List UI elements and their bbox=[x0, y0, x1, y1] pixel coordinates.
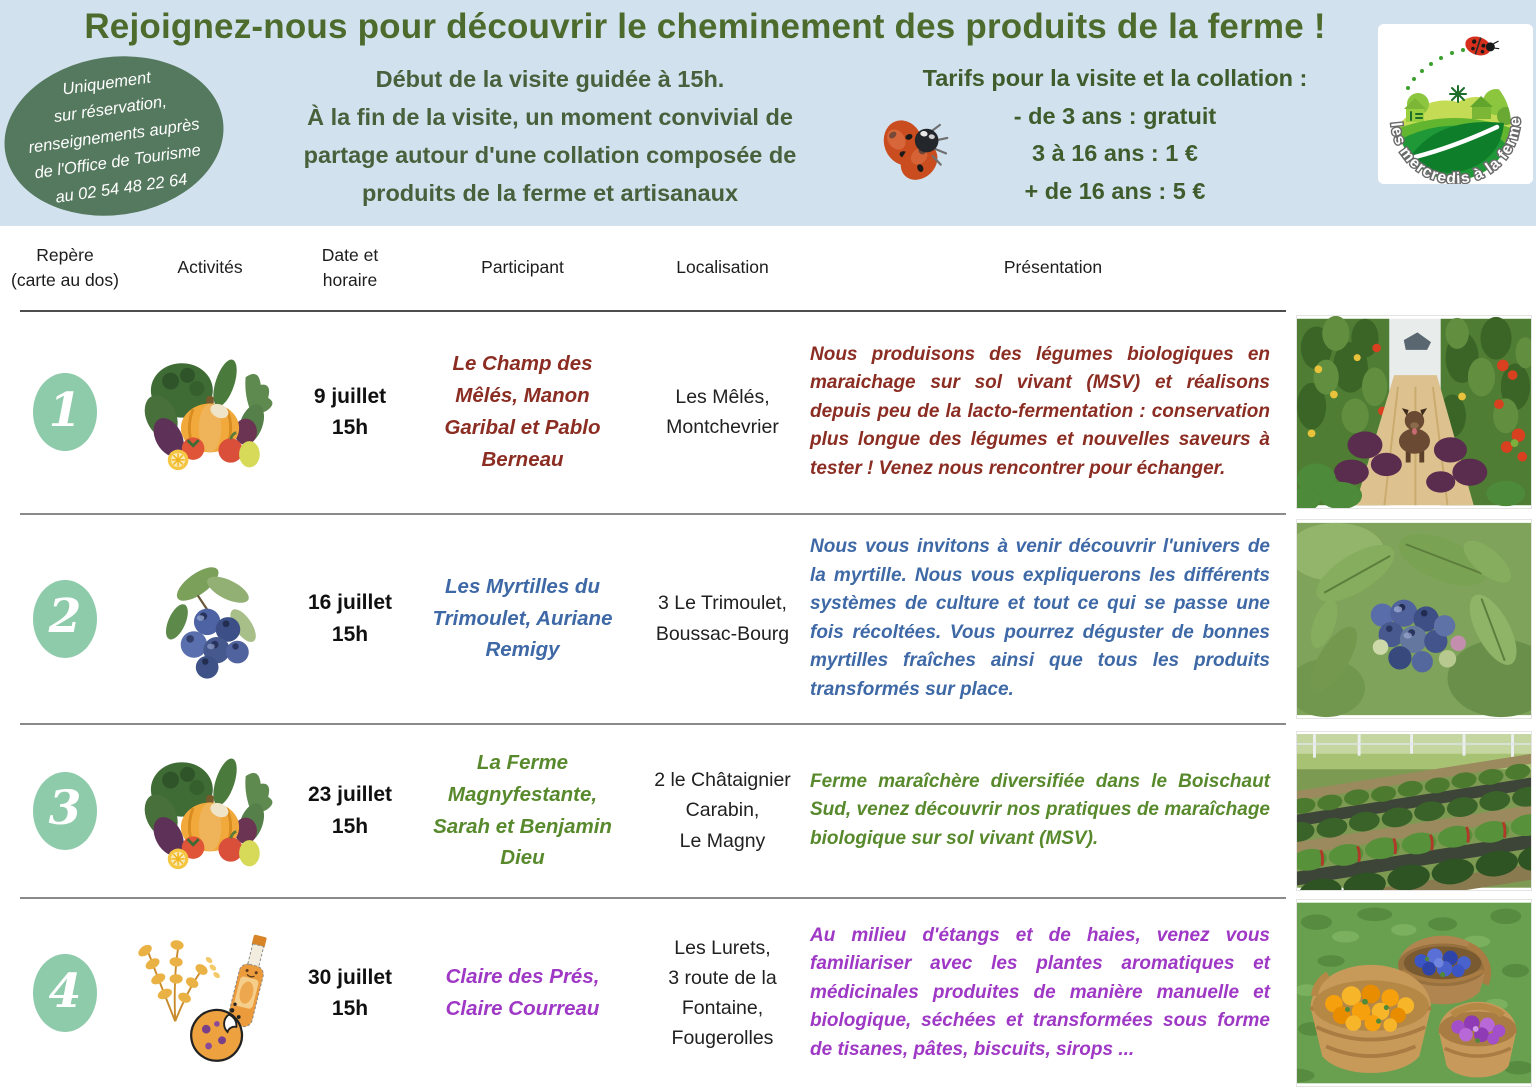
location-cell: Les Mêlés, Montchevrier bbox=[666, 385, 779, 438]
date-cell: 16 juillet 15h bbox=[307, 591, 393, 646]
dog bbox=[1398, 408, 1431, 463]
flower-baskets-photo bbox=[1296, 899, 1536, 1087]
row-number-badge: 1 bbox=[33, 373, 97, 451]
vegetables-icon bbox=[130, 750, 290, 872]
location-cell: Les Lurets, 3 route de la Fontaine, Foug… bbox=[668, 936, 777, 1050]
participant-cell: Les Myrtilles du Trimoulet, Auriane Remi… bbox=[432, 574, 613, 662]
col-header-activites: Activités bbox=[177, 257, 243, 278]
row-divider bbox=[20, 897, 1286, 899]
participant-cell: La Ferme Magnyfestante, Sarah et Benjami… bbox=[433, 750, 612, 870]
header-band: Rejoignez-nous pour découvrir le chemine… bbox=[0, 0, 1536, 230]
farm-leaf-ladybug-logo: les mercredis à la ferme bbox=[1378, 24, 1533, 189]
location-cell: 3 Le Trimoulet, Boussac-Bourg bbox=[655, 592, 790, 645]
presentation-cell: Nous produisons des légumes biologiques … bbox=[810, 343, 1270, 479]
vegetables-icon bbox=[130, 351, 290, 473]
blueberry-bush-photo bbox=[1296, 518, 1536, 719]
row-divider bbox=[20, 513, 1286, 515]
tarifs-title: Tarifs pour la visite et la collation : bbox=[922, 65, 1308, 91]
tarif-line: - de 3 ans : gratuit bbox=[1013, 102, 1217, 129]
col-header-presentation: Présentation bbox=[1003, 257, 1103, 278]
herbs-bottle-cookie-icon bbox=[130, 919, 290, 1067]
ladybug-icon bbox=[872, 103, 954, 194]
date-cell: 30 juillet 15h bbox=[307, 965, 393, 1021]
reservation-badge: Uniquement sur réservation, renseignemen… bbox=[0, 42, 234, 230]
row-number-badge: 2 bbox=[33, 579, 97, 658]
col-header-localisation: Localisation bbox=[676, 257, 769, 278]
header-divider bbox=[20, 310, 1286, 312]
tarif-line: + de 16 ans : 5 € bbox=[1024, 177, 1206, 204]
intro-line: À la fin de la visite, un moment convivi… bbox=[307, 104, 793, 131]
page-title: Rejoignez-nous pour découvrir le chemine… bbox=[84, 7, 1326, 46]
table-row: 1 bbox=[0, 312, 1536, 512]
blueberries-icon bbox=[130, 556, 290, 682]
row-number-badge: 3 bbox=[33, 771, 97, 850]
row-divider bbox=[20, 723, 1286, 725]
table-row: 4 bbox=[0, 899, 1536, 1087]
col-header-participant: Participant bbox=[481, 257, 564, 278]
tarif-line: 3 à 16 ans : 1 € bbox=[1032, 140, 1198, 167]
vegetable-field-rows-photo bbox=[1296, 730, 1536, 891]
logo-ladybug bbox=[1465, 36, 1500, 56]
tomato-rows-dog-photo bbox=[1296, 315, 1536, 509]
presentation-cell: Ferme maraîchère diversifiée dans le Boi… bbox=[810, 770, 1270, 849]
row-number-badge: 4 bbox=[33, 954, 97, 1032]
table-row: 3 bbox=[0, 725, 1536, 896]
participant-cell: Claire des Prés, Claire Courreau bbox=[445, 965, 600, 1020]
participant-cell: Le Champ des Mêlés, Manon Garibal et Pab… bbox=[444, 352, 601, 471]
location-cell: 2 le Châtaignier Carabin, Le Magny bbox=[654, 769, 791, 852]
visit-intro-text: Début de la visite guidée à 15h. À la fi… bbox=[255, 60, 845, 212]
col-header-date: Date et horaire bbox=[321, 244, 379, 290]
intro-line: produits de la ferme et artisanaux bbox=[361, 180, 739, 207]
col-header-repere: Repère (carte au dos) bbox=[11, 244, 119, 290]
presentation-cell: Nous vous invitons à venir découvrir l'u… bbox=[810, 536, 1270, 700]
date-cell: 23 juillet 15h bbox=[307, 783, 393, 838]
table-header-row: Repère (carte au dos) Activités Date et ho… bbox=[0, 226, 1536, 310]
tarifs-block: Tarifs pour la visite et la collation : … bbox=[905, 60, 1325, 210]
presentation-cell: Au milieu d'étangs et de haies, venez vo… bbox=[810, 924, 1270, 1060]
intro-line: partage autour d'une collation composée … bbox=[303, 142, 797, 169]
date-cell: 9 juillet 15h bbox=[313, 384, 387, 440]
intro-line: Début de la visite guidée à 15h. bbox=[375, 66, 725, 92]
table-row: 2 16 juillet 15 bbox=[0, 515, 1536, 722]
